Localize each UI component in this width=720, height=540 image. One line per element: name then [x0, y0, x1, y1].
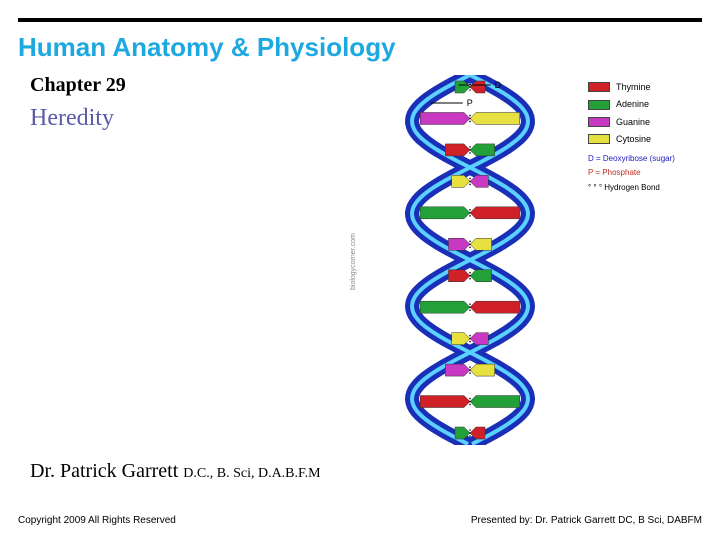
author-name: Dr. Patrick Garrett — [30, 460, 183, 482]
legend-label: Guanine — [616, 115, 650, 129]
subtitle: Heredity — [30, 105, 114, 132]
legend-row: Guanine — [588, 115, 708, 129]
page-title: Human Anatomy & Physiology — [18, 32, 396, 63]
footer-presenter: Presented by: Dr. Patrick Garrett DC, B … — [471, 515, 702, 526]
watermark: biologycorner.com — [350, 233, 357, 290]
legend-note-hbond: ° ° ° Hydrogen Bond — [588, 182, 708, 195]
legend-row: Thymine — [588, 80, 708, 94]
legend-swatch — [588, 117, 610, 127]
footer-copyright: Copyright 2009 All Rights Reserved — [18, 515, 176, 526]
author-credentials: D.C., B. Sci, D.A.B.F.M — [183, 466, 320, 481]
legend-label: Thymine — [616, 80, 651, 94]
legend-swatch — [588, 100, 610, 110]
legend-swatch — [588, 134, 610, 144]
legend: Thymine Adenine Guanine Cytosine D = Deoxyr… — [588, 80, 708, 195]
header-divider — [18, 18, 702, 22]
legend-label: Adenine — [616, 97, 649, 111]
svg-text:D: D — [495, 80, 502, 90]
legend-row: Adenine — [588, 97, 708, 111]
dna-diagram: DP — [360, 75, 580, 445]
legend-swatch — [588, 82, 610, 92]
chapter-label: Chapter 29 — [30, 74, 126, 97]
svg-text:P: P — [467, 98, 473, 108]
legend-note-phosphate: P = Phosphate — [588, 167, 708, 180]
legend-row: Cytosine — [588, 132, 708, 146]
legend-label: Cytosine — [616, 132, 651, 146]
author-line: Dr. Patrick Garrett D.C., B. Sci, D.A.B.… — [30, 460, 321, 483]
legend-note-deoxyribose: D = Deoxyribose (sugar) — [588, 153, 708, 166]
